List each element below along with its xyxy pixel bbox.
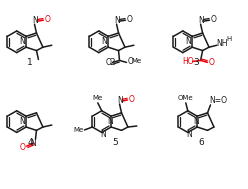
Text: N: N — [107, 117, 113, 126]
Text: OMe: OMe — [178, 95, 194, 101]
Text: N: N — [186, 37, 191, 46]
Text: Me: Me — [73, 127, 84, 133]
Text: N: N — [115, 16, 121, 25]
Text: 5: 5 — [112, 138, 118, 147]
Text: O: O — [209, 58, 215, 67]
Text: O: O — [106, 58, 112, 67]
Text: N: N — [199, 16, 204, 25]
Text: N: N — [186, 130, 192, 139]
Text: N: N — [31, 139, 36, 148]
Text: N: N — [32, 16, 38, 25]
Text: O: O — [128, 94, 134, 104]
Text: NH: NH — [216, 39, 228, 48]
Text: HO: HO — [182, 57, 194, 66]
Text: O: O — [20, 143, 26, 152]
Text: 3: 3 — [193, 58, 199, 67]
Text: Me: Me — [131, 58, 141, 64]
Text: 2: 2 — [109, 58, 115, 67]
Text: O: O — [44, 15, 50, 24]
Text: N: N — [118, 95, 124, 105]
Text: N: N — [100, 130, 106, 139]
Text: N: N — [193, 117, 199, 126]
Text: 4: 4 — [27, 138, 33, 147]
Text: O: O — [127, 57, 133, 66]
Text: 6: 6 — [198, 138, 204, 147]
Text: N: N — [19, 117, 25, 126]
Text: 1: 1 — [27, 58, 33, 67]
Text: Me: Me — [93, 95, 103, 101]
Text: O: O — [211, 15, 217, 24]
Text: H: H — [226, 36, 231, 42]
Text: O: O — [126, 15, 132, 24]
Text: N=O: N=O — [209, 97, 227, 105]
Text: N: N — [101, 37, 107, 46]
Text: N: N — [19, 37, 25, 46]
